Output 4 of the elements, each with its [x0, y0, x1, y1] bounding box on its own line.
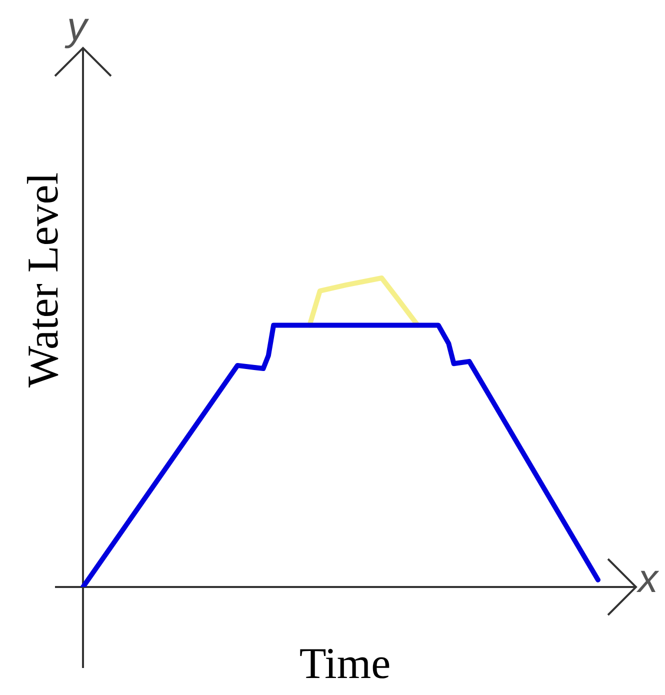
- y-axis-title: Water Level: [18, 172, 68, 388]
- x-axis-title: Time: [298, 638, 392, 689]
- text: x: [638, 557, 658, 602]
- text: y: [67, 5, 87, 50]
